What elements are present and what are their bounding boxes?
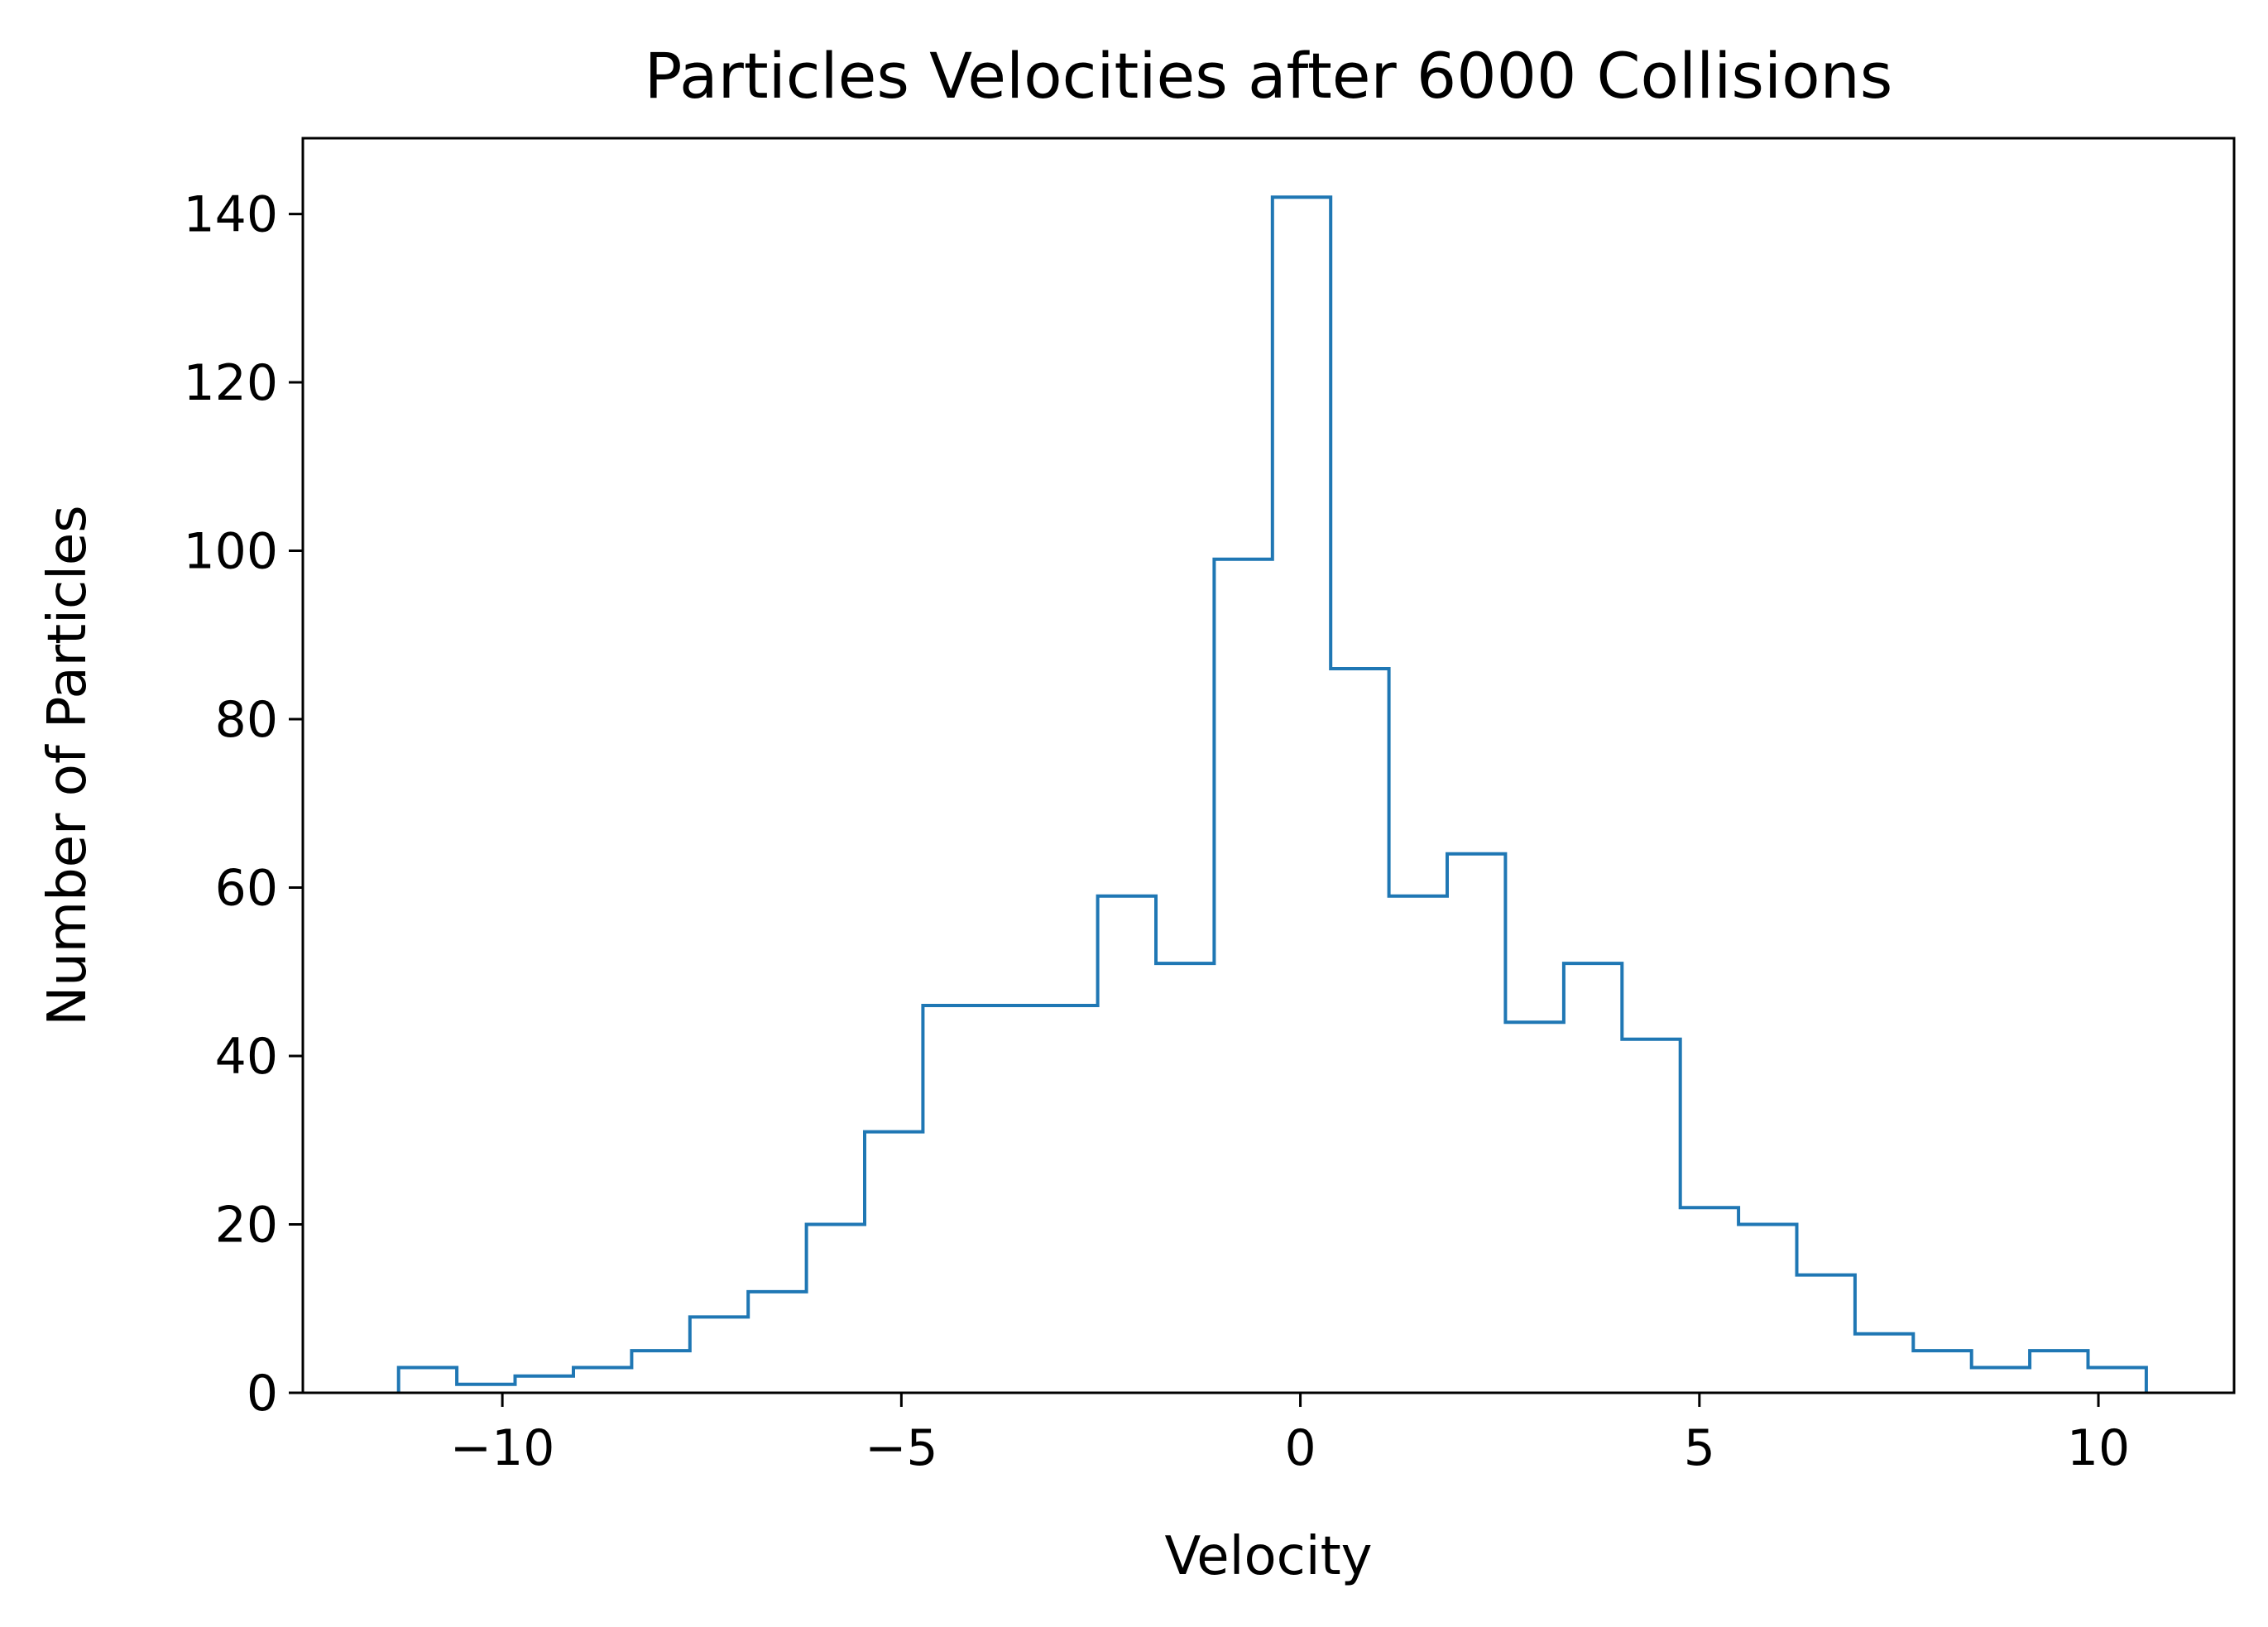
histogram-bin: [1156, 963, 1214, 1393]
histogram-bin: [981, 1005, 1039, 1393]
histogram-bin: [1505, 1022, 1563, 1393]
plot-area: [396, 195, 2148, 1394]
y-tick-label: 100: [183, 523, 278, 581]
y-tick-label: 40: [215, 1028, 278, 1086]
histogram-bin: [1913, 1351, 1971, 1393]
y-tick-label: 120: [183, 354, 278, 412]
x-axis-title: Velocity: [1164, 1526, 1372, 1587]
histogram-bin: [1738, 1225, 1796, 1394]
histogram-bin: [1564, 963, 1622, 1393]
histogram-bin: [807, 1225, 865, 1394]
histogram-bin: [690, 1317, 748, 1393]
histogram-bin: [1797, 1275, 1855, 1393]
x-tick-label: 0: [1284, 1419, 1316, 1477]
histogram-bin: [631, 1351, 689, 1393]
histogram-bin: [1447, 854, 1505, 1393]
histogram-bin: [1098, 896, 1156, 1393]
histogram-bin: [515, 1376, 573, 1393]
histogram-step-line: [396, 195, 2148, 1393]
histogram-bin: [1681, 1207, 1738, 1393]
x-tick-label: −5: [865, 1419, 937, 1477]
x-tick-label: −10: [450, 1419, 555, 1477]
axes-frame: [301, 137, 2236, 1394]
histogram-bin: [1622, 1039, 1680, 1393]
y-axis-title: Number of Particles: [37, 505, 98, 1025]
histogram-bin: [865, 1132, 923, 1393]
y-tick-label: 80: [215, 691, 278, 749]
histogram-bin: [399, 1368, 457, 1394]
histogram-bin: [1273, 197, 1331, 1393]
y-tick-label: 140: [183, 186, 278, 244]
y-tick-label: 60: [215, 860, 278, 918]
histogram-bin: [2030, 1351, 2088, 1393]
histogram-bin: [1331, 669, 1388, 1393]
histogram-bin: [1855, 1334, 1913, 1393]
histogram-bin: [573, 1368, 631, 1394]
chart-title: Particles Velocities after 6000 Collisio…: [645, 39, 1893, 113]
x-tick-label: 5: [1684, 1419, 1715, 1477]
histogram-bin: [1214, 559, 1272, 1393]
histogram-bin: [1039, 1005, 1097, 1393]
histogram-bin: [748, 1292, 806, 1393]
histogram-bin: [1389, 896, 1447, 1393]
y-tick-label: 20: [215, 1197, 278, 1255]
histogram-bin: [457, 1385, 515, 1393]
histogram-bin: [1972, 1368, 2030, 1394]
y-tick-label: 0: [247, 1365, 278, 1423]
x-tick-label: 10: [2067, 1419, 2130, 1477]
histogram-bin: [2088, 1368, 2146, 1394]
histogram-bin: [923, 1005, 981, 1393]
